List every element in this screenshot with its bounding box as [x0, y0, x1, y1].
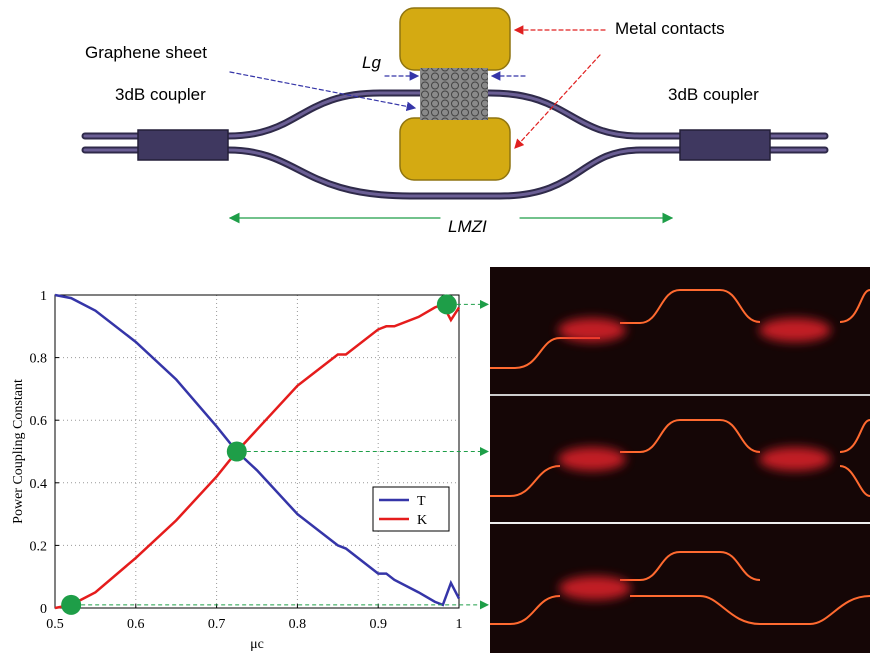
simulation-panels [490, 267, 870, 653]
y-tick-label: 0.8 [30, 352, 48, 367]
mzi-diagram [81, 7, 829, 224]
x-tick-label: 0.7 [208, 617, 226, 632]
y-tick-label: 0 [40, 602, 47, 617]
x-tick-label: 0.6 [127, 617, 145, 632]
x-tick-label: 0.5 [46, 617, 64, 632]
line-series [54, 293, 461, 607]
legend-label: K [417, 513, 427, 528]
legend-label: T [417, 494, 426, 509]
y-tick-label: 0.2 [30, 539, 48, 554]
operating-point [61, 594, 82, 615]
y-axis-label: Power Coupling Constant [11, 379, 26, 524]
coupler-label: 3dB coupler [115, 85, 206, 104]
x-tick-label: 0.9 [369, 617, 387, 632]
operating-point [226, 441, 247, 462]
operating-point [436, 294, 457, 315]
y-tick-label: 0.6 [30, 414, 48, 429]
lmzi-label: LMZI [448, 217, 487, 236]
y-tick-label: 0.4 [30, 477, 48, 492]
coupler-label: 3dB coupler [668, 85, 759, 104]
y-tick-label: 1 [40, 289, 47, 304]
x-axis-label: μc [250, 637, 264, 652]
lg-label: Lg [362, 53, 381, 72]
graphene-label: Graphene sheet [85, 43, 207, 62]
legend-box [372, 486, 450, 532]
x-tick-label: 0.8 [289, 617, 307, 632]
line-series [54, 302, 461, 610]
contacts-label: Metal contacts [615, 19, 725, 38]
x-tick-label: 1 [456, 617, 463, 632]
